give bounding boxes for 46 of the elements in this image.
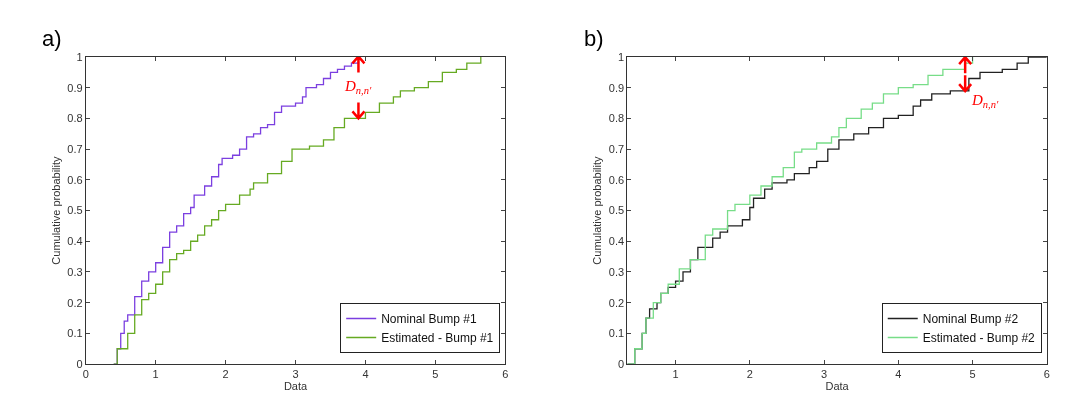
annotation: D$_{n,n′}$ [971,92,999,111]
legend-label: Nominal Bump #1 [381,312,477,327]
y-tick-label: 0.6 [67,173,83,186]
x-tick-label: 5 [969,368,976,381]
y-tick-label: 0.8 [608,112,625,125]
y-tick-label: 0.2 [608,296,625,309]
y-tick-label: 0.4 [608,235,625,248]
x-tick-label: 2 [746,368,753,381]
y-tick-label: 0.9 [67,81,83,94]
x-axis-title: Data [283,380,309,393]
y-tick-label: 0.8 [67,112,83,125]
x-tick-label: 6 [502,368,509,381]
x-axis-title: Data [825,380,850,393]
y-tick-label: 0 [617,357,625,370]
legend-label: Estimated - Bump #1 [381,331,494,346]
y-tick-label: 0.7 [608,142,625,155]
legend-label: Estimated - Bump #2 [922,331,1036,346]
x-tick-label: 6 [1043,368,1050,381]
annotation: D$_{n,n′}$ [344,78,372,97]
y-tick-label: 0.5 [608,204,625,217]
y-tick-label: 0.6 [608,173,625,186]
y-tick-label: 0.2 [67,296,83,309]
legend-label: Nominal Bump #2 [922,312,1019,327]
y-tick-label: 0.9 [608,81,625,94]
y-axis-title: Cumulative probability [49,155,62,265]
y-tick-label: 0 [76,357,83,370]
y-tick-label: 0.1 [608,327,625,340]
y-tick-label: 0.1 [67,327,83,340]
chart-title: b) [584,26,604,51]
x-tick-label: 4 [895,368,902,381]
y-tick-label: 0.5 [67,204,83,217]
y-tick-label: 0.3 [67,265,83,278]
y-tick-label: 0.4 [67,235,83,248]
x-tick-label: 5 [432,368,439,381]
x-tick-label: 2 [222,368,229,381]
x-tick-label: 4 [362,368,369,381]
y-axis-title: Cumulative probability [591,155,604,265]
x-tick-label: 3 [821,368,828,381]
y-tick-label: 1 [617,50,625,63]
chart-title: a) [42,26,62,51]
x-tick-label: 3 [292,368,299,381]
x-tick-label: 1 [672,368,679,381]
y-tick-label: 0.3 [608,265,625,278]
y-tick-label: 0.7 [67,142,83,155]
x-tick-label: 1 [152,368,159,381]
y-tick-label: 1 [76,50,83,63]
